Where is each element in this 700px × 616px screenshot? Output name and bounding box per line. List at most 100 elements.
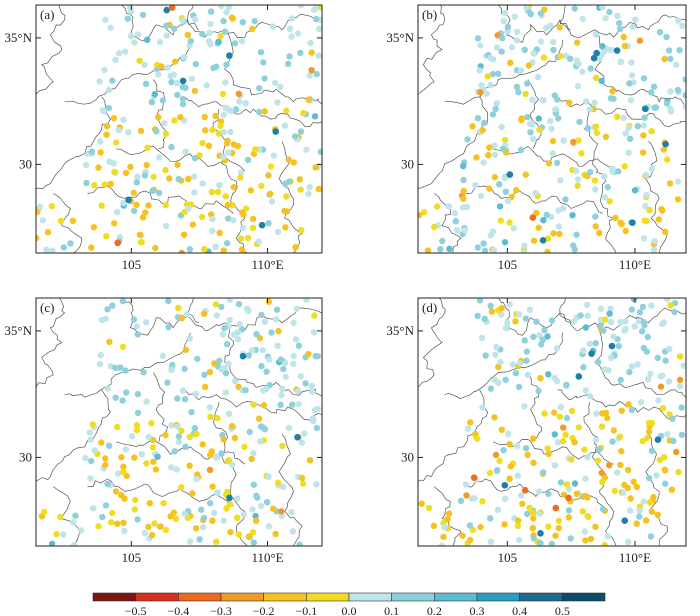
station-point (188, 408, 195, 416)
station-point (312, 164, 319, 171)
station-point (297, 373, 304, 380)
station-point (227, 528, 234, 536)
station-point (252, 146, 259, 153)
station-point (250, 401, 257, 408)
colorbar-tick-label: −0.5 (125, 604, 147, 616)
colorbar-tick-label: 0.3 (470, 604, 485, 616)
station-point (597, 305, 605, 313)
station-point-strong-positive (501, 481, 509, 489)
station-point (114, 423, 121, 431)
station-point (579, 347, 587, 354)
station-point (112, 394, 119, 401)
station-point (229, 422, 236, 430)
station-point (95, 164, 102, 171)
station-point (622, 130, 629, 137)
station-point (253, 492, 260, 499)
station-point (599, 5, 606, 11)
station-point (70, 542, 78, 546)
station-point (295, 401, 302, 408)
station-point (131, 506, 138, 513)
station-point (601, 542, 608, 546)
station-point (477, 42, 484, 49)
station-point (107, 180, 114, 188)
station-point (131, 39, 138, 46)
station-point (306, 457, 314, 464)
station-point (437, 246, 444, 253)
station-point (573, 490, 580, 498)
station-point (163, 32, 170, 39)
station-point (139, 214, 147, 221)
station-point (165, 324, 172, 331)
station-point (566, 99, 573, 106)
station-point (545, 523, 552, 530)
station-point (284, 60, 292, 68)
station-point (180, 231, 188, 238)
station-point (267, 190, 274, 197)
station-point (575, 424, 583, 431)
station-point (225, 360, 232, 368)
station-point (138, 451, 145, 458)
station-point (103, 233, 110, 240)
station-point (526, 504, 533, 511)
station-point (573, 39, 581, 46)
station-point (620, 489, 627, 497)
station-point-strong-positive (575, 373, 583, 380)
station-point (257, 423, 265, 430)
station-point (184, 31, 191, 39)
station-point (174, 395, 181, 402)
colorbar-tick-label: 0.0 (342, 604, 357, 616)
station-point (471, 494, 478, 502)
station-point (560, 437, 567, 445)
boundary-line (583, 109, 617, 253)
station-point (549, 150, 556, 157)
station-point (474, 435, 481, 442)
station-point (635, 317, 643, 325)
station-point (626, 135, 634, 142)
station-point (277, 401, 284, 408)
station-point (120, 199, 127, 207)
station-point (229, 202, 236, 209)
station-point (36, 234, 40, 242)
station-point (473, 154, 480, 161)
station-point (555, 115, 562, 122)
station-point (230, 217, 237, 224)
station-point (574, 182, 581, 189)
station-point (190, 173, 198, 180)
station-point (529, 96, 536, 104)
station-point (506, 219, 513, 226)
station-point (234, 514, 241, 521)
station-point (494, 32, 501, 39)
station-point (530, 135, 537, 143)
station-point (587, 535, 595, 542)
station-point (310, 329, 318, 336)
station-point (178, 484, 185, 491)
station-point (633, 483, 640, 491)
station-point (141, 529, 149, 537)
boundary-line (36, 389, 111, 482)
station-point (537, 10, 544, 17)
station-point (248, 347, 256, 354)
station-point (153, 128, 160, 135)
station-point (91, 182, 98, 189)
station-point (524, 80, 531, 87)
station-point (548, 540, 555, 546)
station-point (501, 136, 509, 144)
station-point (460, 187, 467, 195)
station-point-strong-positive (537, 530, 544, 537)
station-point (91, 447, 98, 454)
station-point (48, 540, 56, 546)
station-point (109, 509, 116, 517)
station-point (513, 442, 521, 449)
colorbar-segment (135, 592, 179, 602)
station-point (682, 76, 686, 83)
station-point (529, 525, 536, 532)
station-point (498, 48, 505, 55)
station-point (628, 306, 636, 313)
panel-d: 105 110°E 35°N 30 (d) (386, 297, 687, 565)
station-point (606, 8, 613, 16)
station-point (541, 410, 548, 417)
station-point (298, 226, 305, 234)
station-point (201, 371, 208, 378)
station-point (104, 385, 111, 392)
station-point (113, 209, 121, 216)
